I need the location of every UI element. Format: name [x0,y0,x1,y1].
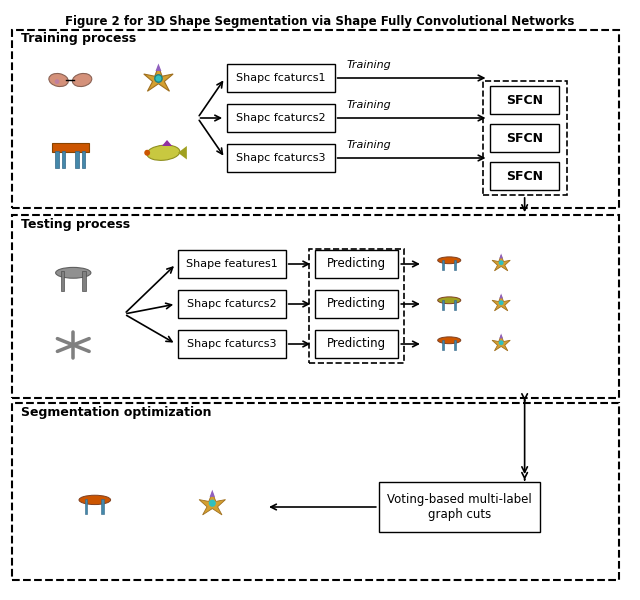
Text: SFCN: SFCN [506,169,543,182]
Text: Shapc fcaturcs1: Shapc fcaturcs1 [236,73,326,83]
Polygon shape [492,335,510,351]
Text: Figure 2 for 3D Shape Segmentation via Shape Fully Convolutional Networks: Figure 2 for 3D Shape Segmentation via S… [65,15,575,28]
Polygon shape [499,293,503,298]
FancyBboxPatch shape [76,151,79,168]
FancyBboxPatch shape [102,499,104,514]
FancyBboxPatch shape [442,260,444,270]
Polygon shape [499,253,503,259]
Text: SFCN: SFCN [506,131,543,145]
FancyBboxPatch shape [178,250,285,278]
Polygon shape [499,334,503,338]
FancyBboxPatch shape [82,151,85,168]
Polygon shape [210,490,215,497]
Polygon shape [492,256,510,271]
FancyBboxPatch shape [12,215,619,398]
FancyBboxPatch shape [52,143,88,152]
Text: Testing process: Testing process [21,218,131,231]
Polygon shape [492,295,510,311]
FancyBboxPatch shape [454,299,456,310]
Text: Training: Training [347,140,391,150]
FancyBboxPatch shape [454,260,456,270]
Circle shape [499,340,504,345]
FancyBboxPatch shape [315,290,398,318]
Text: Predicting: Predicting [327,337,387,350]
FancyBboxPatch shape [178,290,285,318]
Text: Predicting: Predicting [327,298,387,311]
FancyBboxPatch shape [490,86,559,114]
FancyBboxPatch shape [454,340,456,350]
Ellipse shape [438,297,461,304]
Circle shape [155,75,162,82]
Circle shape [54,79,60,84]
Polygon shape [162,140,172,146]
Circle shape [499,300,504,305]
Text: Shapc fcaturcs3: Shapc fcaturcs3 [187,339,276,349]
FancyBboxPatch shape [12,30,619,208]
FancyBboxPatch shape [178,330,285,358]
Ellipse shape [438,257,461,263]
Ellipse shape [144,150,150,156]
Ellipse shape [49,73,68,86]
FancyBboxPatch shape [12,403,619,580]
Ellipse shape [79,495,111,505]
FancyBboxPatch shape [315,250,398,278]
Ellipse shape [147,145,180,160]
Ellipse shape [56,268,91,278]
Text: Training: Training [347,60,391,70]
Text: Shape features1: Shape features1 [186,259,278,269]
Polygon shape [199,493,225,515]
Text: Voting-based multi-label
graph cuts: Voting-based multi-label graph cuts [387,493,532,521]
Text: Shapc fcaturcs2: Shapc fcaturcs2 [187,299,276,309]
Polygon shape [144,67,173,91]
FancyBboxPatch shape [309,249,404,363]
FancyBboxPatch shape [490,124,559,152]
Circle shape [209,500,216,507]
FancyBboxPatch shape [442,340,444,350]
FancyBboxPatch shape [379,482,540,532]
FancyBboxPatch shape [227,144,335,172]
Text: Shapc fcaturcs3: Shapc fcaturcs3 [236,153,326,163]
FancyBboxPatch shape [315,330,398,358]
Text: Training: Training [347,100,391,110]
FancyBboxPatch shape [227,104,335,132]
FancyBboxPatch shape [483,81,567,195]
Text: Training process: Training process [21,32,136,45]
Text: Shapc fcaturcs2: Shapc fcaturcs2 [236,113,326,123]
FancyBboxPatch shape [442,299,444,310]
FancyBboxPatch shape [227,64,335,92]
FancyBboxPatch shape [61,271,65,291]
Text: Predicting: Predicting [327,257,387,271]
FancyBboxPatch shape [82,271,86,291]
FancyBboxPatch shape [490,162,559,190]
Polygon shape [178,146,187,160]
Polygon shape [156,64,161,71]
Circle shape [499,260,504,265]
Ellipse shape [72,73,92,86]
FancyBboxPatch shape [62,151,65,168]
Text: Segmentation optimization: Segmentation optimization [21,406,212,419]
Text: SFCN: SFCN [506,94,543,107]
FancyBboxPatch shape [85,499,87,514]
Ellipse shape [438,337,461,344]
FancyBboxPatch shape [55,151,59,168]
